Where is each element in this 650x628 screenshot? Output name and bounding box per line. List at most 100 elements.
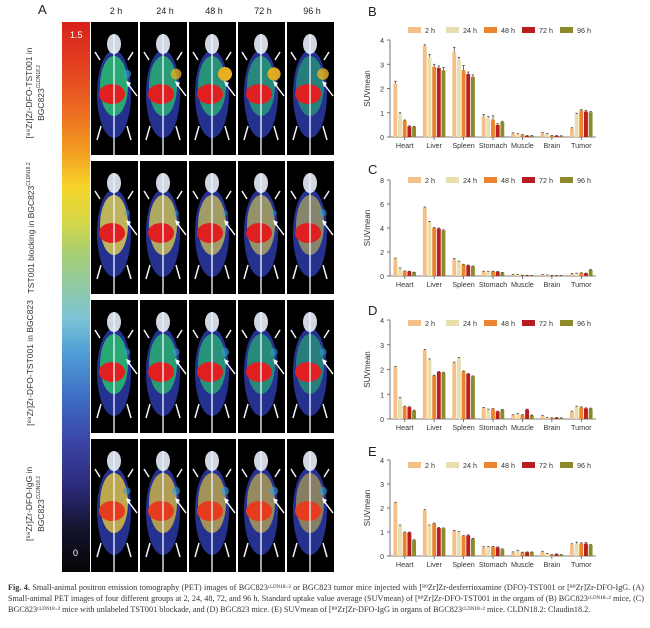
bar <box>588 544 593 556</box>
row-label-sup: CLDN18.2 <box>36 475 43 500</box>
bar <box>427 222 432 276</box>
bar <box>452 259 457 276</box>
legend-label: 72 h <box>539 319 553 328</box>
bar <box>461 371 466 419</box>
y-tick-label: 4 <box>380 38 384 45</box>
bar <box>486 117 491 137</box>
pet-image <box>238 161 285 294</box>
bar <box>511 552 516 556</box>
bar <box>579 110 584 137</box>
legend-swatch <box>446 27 459 33</box>
bar <box>584 111 588 137</box>
row-label-text: BGC823 <box>35 499 46 532</box>
bar <box>549 418 554 419</box>
legend-label: 72 h <box>539 461 553 470</box>
mouse-icon <box>241 451 285 572</box>
bar <box>520 415 525 419</box>
bar <box>579 273 584 276</box>
y-tick-label: 2 <box>380 87 384 94</box>
bar <box>466 373 471 419</box>
figure-caption: Fig. 4. Small-animal positron emission t… <box>8 582 644 615</box>
timepoint-label: 48 h <box>205 6 223 16</box>
bar <box>545 553 550 556</box>
legend-label: 2 h <box>425 319 435 328</box>
legend-swatch <box>522 320 535 326</box>
legend-label: 2 h <box>425 26 435 35</box>
bar <box>540 416 545 419</box>
bar <box>456 532 461 556</box>
bar <box>495 124 500 137</box>
y-tick-label: 0 <box>380 417 384 424</box>
panel-letter: D <box>368 303 377 318</box>
x-tick-label: Muscle <box>511 560 534 569</box>
bar <box>402 271 407 276</box>
legend-label: 24 h <box>463 176 477 185</box>
legend-label: 72 h <box>539 26 553 35</box>
bar <box>511 274 516 276</box>
legend-label: 96 h <box>577 319 591 328</box>
legend-label: 96 h <box>577 461 591 470</box>
colorbar-min-label: 0 <box>73 548 79 558</box>
bar <box>481 547 486 556</box>
bar <box>588 270 593 276</box>
bar <box>559 275 564 277</box>
bar <box>495 547 500 556</box>
legend-label: 96 h <box>577 26 591 35</box>
bar <box>570 273 574 276</box>
bar <box>545 417 550 419</box>
row-label-text: [⁸⁹Zr]Zr-DFO-TST001 in <box>24 47 35 139</box>
bar <box>436 371 441 419</box>
pet-image <box>189 22 236 155</box>
mouse-icon <box>94 173 138 294</box>
x-tick-label: Tumor <box>571 141 592 150</box>
bar <box>491 409 495 419</box>
bar <box>422 510 427 556</box>
x-tick-label: Spleen <box>452 141 474 150</box>
timepoint-label: 96 h <box>303 6 321 16</box>
pet-image <box>91 22 138 155</box>
bar <box>525 409 530 419</box>
y-tick-label: 6 <box>380 202 384 209</box>
legend-swatch <box>522 27 535 33</box>
bar <box>584 408 588 419</box>
bar <box>491 119 495 137</box>
x-tick-label: Stomach <box>479 141 507 150</box>
y-tick-label: 0 <box>380 554 384 561</box>
bar <box>529 552 534 556</box>
legend-swatch <box>484 27 497 33</box>
legend-swatch <box>484 462 497 468</box>
bar <box>461 70 466 137</box>
legend-swatch <box>560 27 573 33</box>
chart-b: B 0 1 2 3 4 SUVmean Heart Liver Spleen Stomach Musc… <box>363 4 596 150</box>
bar <box>574 543 579 556</box>
bar <box>540 274 545 276</box>
legend-label: 2 h <box>425 176 435 185</box>
bar <box>525 552 530 556</box>
bar <box>511 415 516 419</box>
x-tick-label: Tumor <box>571 560 592 569</box>
bar <box>486 409 491 419</box>
x-tick-label: Spleen <box>452 560 474 569</box>
mouse-icon <box>241 312 285 433</box>
bar <box>486 547 491 556</box>
bar <box>436 67 441 137</box>
bar <box>570 544 574 556</box>
bar <box>422 46 427 137</box>
bar <box>393 83 398 137</box>
bar <box>559 554 564 556</box>
bar <box>525 135 530 137</box>
bar <box>407 126 412 137</box>
y-tick-label: 4 <box>380 226 384 233</box>
bar <box>540 133 545 137</box>
y-tick-label: 3 <box>380 482 384 489</box>
bar <box>470 538 475 556</box>
legend-swatch <box>408 320 421 326</box>
bar <box>432 523 437 556</box>
x-tick-label: Stomach <box>479 280 507 289</box>
pet-image <box>189 161 236 294</box>
bar <box>515 134 520 137</box>
bar <box>393 502 398 556</box>
bar <box>470 266 475 276</box>
bar <box>491 546 495 556</box>
x-tick-label: Heart <box>396 423 414 432</box>
